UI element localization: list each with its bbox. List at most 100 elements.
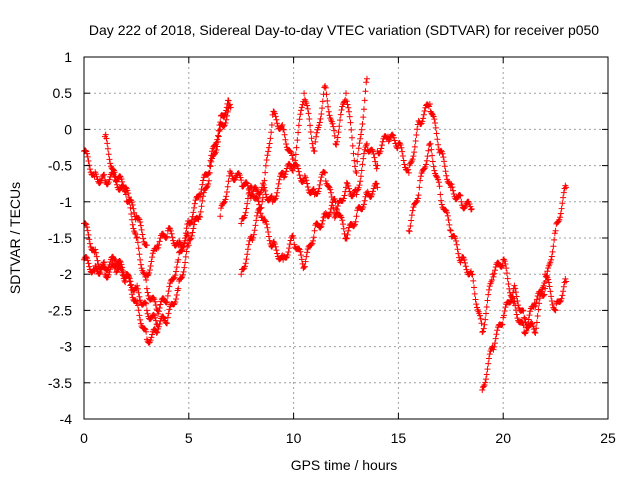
data-point: [96, 270, 103, 277]
data-point: [357, 178, 364, 185]
data-point: [540, 282, 547, 289]
data-point: [391, 137, 398, 144]
data-point: [271, 196, 278, 203]
data-point: [106, 156, 113, 163]
data-point: [444, 209, 451, 216]
data-point: [341, 230, 348, 237]
data-point: [327, 186, 334, 193]
data-point: [119, 182, 126, 189]
data-point: [93, 173, 100, 180]
data-point: [135, 289, 142, 296]
data-point: [501, 307, 508, 314]
data-point: [480, 383, 487, 390]
data-point: [436, 183, 443, 190]
data-point: [338, 214, 345, 221]
data-point: [511, 282, 518, 289]
data-point: [157, 235, 164, 242]
data-point: [508, 296, 515, 303]
data-point: [259, 198, 266, 205]
data-point: [485, 291, 492, 298]
data-point: [222, 196, 229, 203]
data-point: [178, 275, 185, 282]
data-point: [438, 197, 445, 204]
data-point: [297, 111, 304, 118]
data-point: [285, 248, 292, 255]
data-point: [431, 116, 438, 123]
data-point: [479, 329, 486, 336]
data-point: [441, 163, 448, 170]
data-point: [560, 194, 567, 201]
data-point: [434, 136, 441, 143]
data-point: [358, 126, 365, 133]
data-point: [149, 331, 156, 338]
data-point: [228, 170, 235, 177]
data-point: [485, 286, 492, 293]
data-point: [161, 296, 168, 303]
data-point: [423, 157, 430, 164]
data-point: [181, 264, 188, 271]
data-point: [130, 225, 137, 232]
data-point: [82, 147, 89, 154]
data-point: [183, 225, 190, 232]
data-point: [166, 225, 173, 232]
y-tick-label: -3: [60, 339, 73, 355]
data-point: [372, 158, 379, 165]
data-point: [528, 320, 535, 327]
data-point: [325, 103, 332, 110]
data-point: [415, 117, 422, 124]
data-point: [369, 188, 376, 195]
data-point: [556, 216, 563, 223]
data-point: [244, 246, 251, 253]
data-point: [316, 181, 323, 188]
data-point: [340, 99, 347, 106]
data-point: [480, 325, 487, 332]
data-point: [190, 209, 197, 216]
data-point: [119, 267, 126, 274]
y-tick-label: -0.5: [48, 158, 72, 174]
data-point: [532, 302, 539, 309]
data-point: [137, 261, 144, 268]
data-point: [160, 231, 167, 238]
data-point: [363, 140, 370, 147]
data-point: [521, 330, 528, 337]
data-point: [390, 134, 397, 141]
data-point: [283, 254, 290, 261]
data-point: [191, 200, 198, 207]
data-point: [144, 272, 151, 279]
data-point: [316, 122, 323, 129]
data-point: [431, 167, 438, 174]
data-point: [361, 97, 368, 104]
data-point: [277, 125, 284, 132]
data-point: [295, 165, 302, 172]
data-point: [352, 218, 359, 225]
data-point: [399, 153, 406, 160]
data-point: [468, 268, 475, 275]
data-point: [112, 177, 119, 184]
data-point: [308, 241, 315, 248]
data-point: [483, 371, 490, 378]
data-point: [213, 139, 220, 146]
data-point: [323, 91, 330, 98]
data-point: [493, 331, 500, 338]
data-point: [153, 329, 160, 336]
data-point: [504, 275, 511, 282]
data-point: [385, 138, 392, 145]
data-point: [170, 275, 177, 282]
data-point: [283, 168, 290, 175]
data-point: [447, 180, 454, 187]
data-point: [548, 256, 555, 263]
data-point: [93, 253, 100, 260]
data-point: [423, 161, 430, 168]
data-point: [357, 135, 364, 142]
data-point: [136, 216, 143, 223]
data-point: [101, 171, 108, 178]
data-point: [128, 281, 135, 288]
data-point: [354, 158, 361, 165]
data-point: [484, 366, 491, 373]
data-point: [86, 166, 93, 173]
data-point: [154, 329, 161, 336]
data-point: [183, 248, 190, 255]
data-point: [155, 323, 162, 330]
data-point: [459, 253, 466, 260]
data-point: [533, 319, 540, 326]
